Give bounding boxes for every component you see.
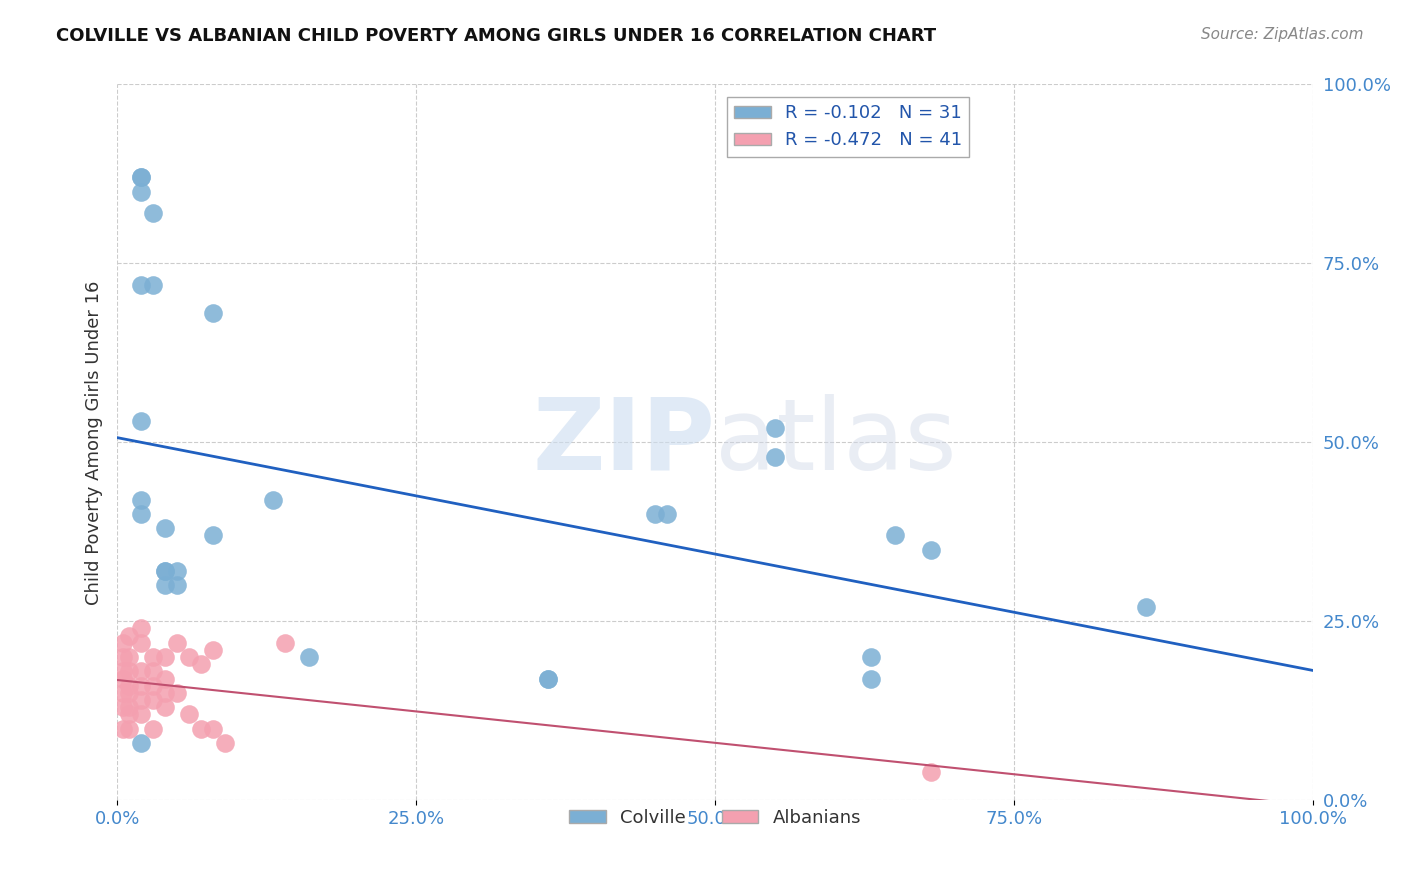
Text: ZIP: ZIP: [533, 394, 716, 491]
Point: [859, 650, 882, 665]
Point: [129, 185, 152, 199]
Point: [118, 679, 141, 693]
Point: [262, 492, 284, 507]
Point: [153, 672, 176, 686]
Point: [153, 578, 176, 592]
Point: [153, 650, 176, 665]
Point: [118, 629, 141, 643]
Point: [142, 679, 165, 693]
Point: [118, 686, 141, 700]
Point: [537, 672, 560, 686]
Point: [142, 650, 165, 665]
Point: [129, 665, 152, 679]
Point: [118, 665, 141, 679]
Point: [112, 650, 135, 665]
Point: [142, 722, 165, 736]
Point: [129, 636, 152, 650]
Point: [129, 492, 152, 507]
Point: [201, 306, 224, 320]
Point: [883, 528, 905, 542]
Point: [129, 170, 152, 185]
Point: [920, 542, 942, 557]
Point: [112, 686, 135, 700]
Point: [920, 764, 942, 779]
Point: [166, 578, 188, 592]
Point: [112, 700, 135, 714]
Point: [201, 643, 224, 657]
Point: [112, 636, 135, 650]
Point: [129, 170, 152, 185]
Point: [118, 707, 141, 722]
Point: [177, 650, 200, 665]
Point: [166, 686, 188, 700]
Point: [129, 693, 152, 707]
Point: [859, 672, 882, 686]
Point: [166, 564, 188, 578]
Point: [214, 736, 236, 750]
Point: [166, 636, 188, 650]
Point: [190, 722, 212, 736]
Point: [201, 722, 224, 736]
Legend: Colville, Albanians: Colville, Albanians: [562, 802, 868, 834]
Point: [657, 507, 679, 521]
Point: [129, 277, 152, 292]
Point: [644, 507, 666, 521]
Point: [129, 507, 152, 521]
Point: [153, 521, 176, 535]
Point: [763, 450, 786, 464]
Point: [537, 672, 560, 686]
Point: [129, 622, 152, 636]
Text: Source: ZipAtlas.com: Source: ZipAtlas.com: [1201, 27, 1364, 42]
Point: [112, 672, 135, 686]
Point: [129, 736, 152, 750]
Point: [129, 679, 152, 693]
Point: [112, 665, 135, 679]
Point: [153, 564, 176, 578]
Point: [763, 421, 786, 435]
Point: [153, 686, 176, 700]
Point: [201, 528, 224, 542]
Point: [153, 564, 176, 578]
Point: [297, 650, 319, 665]
Point: [129, 707, 152, 722]
Text: COLVILLE VS ALBANIAN CHILD POVERTY AMONG GIRLS UNDER 16 CORRELATION CHART: COLVILLE VS ALBANIAN CHILD POVERTY AMONG…: [56, 27, 936, 45]
Text: atlas: atlas: [716, 394, 957, 491]
Point: [142, 693, 165, 707]
Point: [142, 277, 165, 292]
Point: [142, 665, 165, 679]
Y-axis label: Child Poverty Among Girls Under 16: Child Poverty Among Girls Under 16: [86, 280, 103, 605]
Point: [118, 700, 141, 714]
Point: [118, 722, 141, 736]
Point: [153, 700, 176, 714]
Point: [177, 707, 200, 722]
Point: [118, 650, 141, 665]
Point: [190, 657, 212, 672]
Point: [1135, 599, 1157, 614]
Point: [273, 636, 295, 650]
Point: [129, 414, 152, 428]
Point: [112, 722, 135, 736]
Point: [142, 206, 165, 220]
